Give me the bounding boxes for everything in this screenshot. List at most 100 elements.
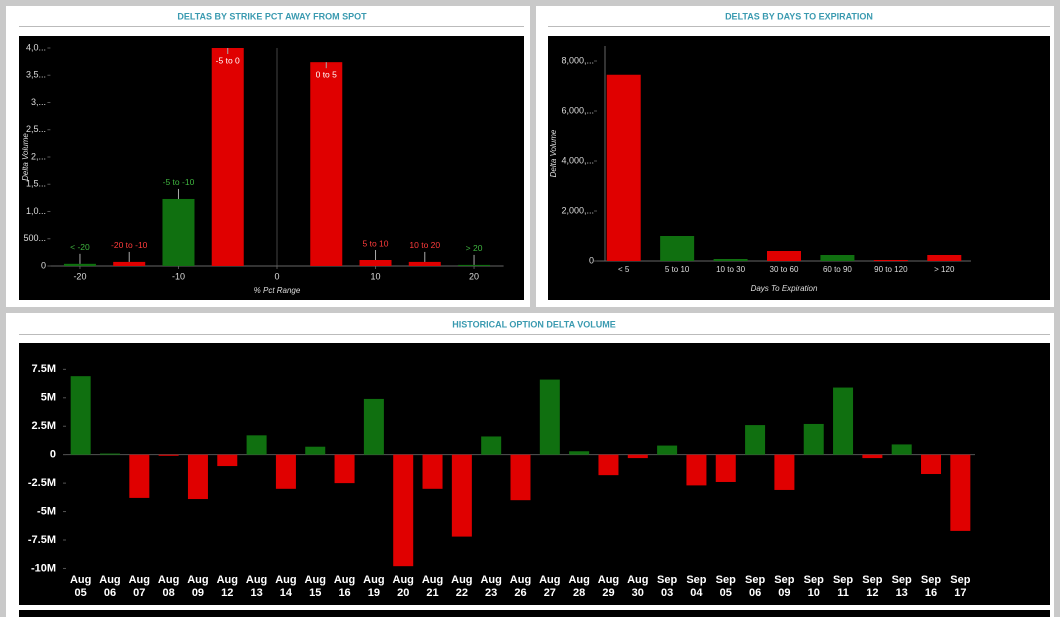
- bar: [803, 423, 824, 455]
- y-tick-label: 0: [589, 255, 594, 265]
- data-label: 5 to 10: [363, 238, 389, 248]
- y-tick-label: 4,0...: [26, 42, 46, 52]
- bar: [891, 444, 912, 455]
- x-tick-label: 10 to 30: [716, 265, 745, 274]
- bar: [569, 451, 590, 455]
- bar: [873, 260, 908, 261]
- bar: [334, 454, 355, 484]
- y-tick-label: 2,5...: [26, 124, 46, 134]
- x-tick-label: Aug 07: [128, 574, 150, 599]
- y-tick-label: 2.5M: [32, 420, 56, 432]
- x-tick-label: Sep 06: [744, 574, 766, 599]
- x-tick-label: < 5: [618, 265, 630, 274]
- y-tick-label: 3,...: [31, 97, 46, 107]
- x-tick-label: Sep 12: [862, 574, 883, 599]
- data-label: > 20: [466, 243, 483, 253]
- bar: [187, 454, 208, 500]
- bar: [657, 445, 678, 455]
- y-tick-label: 4,000,...: [561, 155, 594, 165]
- bar: [129, 454, 150, 498]
- x-tick-label: 0: [274, 271, 279, 281]
- y-tick-label: 7.5M: [32, 363, 56, 375]
- x-tick-label: Sep 03: [657, 574, 678, 599]
- x-tick-label: Aug 27: [539, 574, 561, 599]
- bar: [113, 261, 146, 266]
- x-tick-label: Sep 04: [686, 574, 707, 599]
- x-tick-label: Aug 14: [275, 574, 297, 599]
- bar: [627, 454, 648, 459]
- x-tick-label: Aug 09: [187, 574, 209, 599]
- bar: [921, 454, 942, 475]
- y-tick-label: -2.5M: [28, 477, 56, 489]
- plot-bg: [19, 343, 1050, 605]
- bar: [217, 454, 238, 467]
- y-tick-label: 2,000,...: [561, 205, 594, 215]
- bar: [246, 435, 267, 455]
- bar: [539, 379, 560, 455]
- x-tick-label: Aug 29: [597, 574, 620, 599]
- y-tick-label: 0: [50, 449, 56, 461]
- x-tick-label: Sep 13: [891, 574, 912, 599]
- x-tick-label: Aug 05: [69, 574, 92, 599]
- x-axis-title: % Pct Range: [254, 286, 301, 295]
- y-tick-label: -7.5M: [28, 534, 56, 546]
- bar: [598, 454, 619, 476]
- x-tick-label: Aug 13: [245, 574, 268, 599]
- bar: [927, 255, 962, 261]
- bar: [408, 261, 441, 266]
- x-tick-label: -10: [172, 271, 185, 281]
- plot-bg: [19, 610, 1050, 617]
- y-tick-label: 0: [41, 260, 46, 270]
- data-label: < -20: [70, 242, 90, 252]
- x-tick-label: 90 to 120: [874, 265, 908, 274]
- x-tick-label: Aug 16: [333, 574, 356, 599]
- x-tick-label: Aug 20: [392, 574, 414, 599]
- bar: [713, 259, 748, 261]
- x-tick-label: Sep 16: [920, 574, 942, 599]
- bar: [745, 425, 766, 455]
- chart-title: DELTAS BY STRIKE PCT AWAY FROM SPOT: [177, 11, 367, 21]
- x-tick-label: Aug 15: [304, 574, 326, 599]
- chart-title: HISTORICAL OPTION DELTA VOLUME: [452, 319, 616, 329]
- y-tick-label: -5M: [37, 505, 56, 517]
- x-axis-title: Days To Expiration: [751, 284, 818, 293]
- bar: [422, 454, 443, 489]
- bar: [393, 454, 414, 567]
- x-tick-label: Sep 09: [774, 574, 795, 599]
- x-tick-label: -20: [73, 271, 86, 281]
- x-tick-label: Sep 11: [832, 574, 854, 599]
- x-tick-label: Aug 28: [568, 574, 590, 599]
- bar: [211, 48, 244, 266]
- x-tick-label: Sep 10: [803, 574, 824, 599]
- bar: [158, 454, 179, 456]
- bar: [950, 454, 971, 531]
- y-tick-label: 5M: [41, 392, 56, 404]
- bar: [481, 436, 502, 455]
- bar: [451, 454, 472, 537]
- x-tick-label: Aug 22: [451, 574, 473, 599]
- bar: [275, 454, 296, 489]
- data-label: 10 to 20: [409, 240, 440, 250]
- bar: [63, 263, 96, 266]
- x-tick-label: > 120: [934, 265, 955, 274]
- x-tick-label: Sep 05: [715, 574, 736, 599]
- x-tick-label: Sep 17: [950, 574, 971, 599]
- chart-title: DELTAS BY DAYS TO EXPIRATION: [725, 11, 873, 21]
- bar: [862, 454, 883, 459]
- y-axis-title: Delta Volume: [21, 133, 30, 181]
- x-tick-label: 60 to 90: [823, 265, 852, 274]
- bar: [162, 198, 195, 266]
- y-axis-title: Delta Volume: [549, 129, 558, 177]
- y-tick-label: -10M: [31, 562, 56, 574]
- bar: [99, 453, 120, 455]
- bar: [359, 260, 392, 266]
- bar: [310, 62, 343, 266]
- y-tick-label: 8,000,...: [561, 55, 594, 65]
- x-tick-label: Aug 19: [363, 574, 385, 599]
- bar: [686, 454, 707, 486]
- data-label: -5 to -10: [163, 177, 195, 187]
- x-tick-label: Aug 21: [421, 574, 444, 599]
- plot-bg: [19, 36, 524, 300]
- bar: [767, 251, 801, 261]
